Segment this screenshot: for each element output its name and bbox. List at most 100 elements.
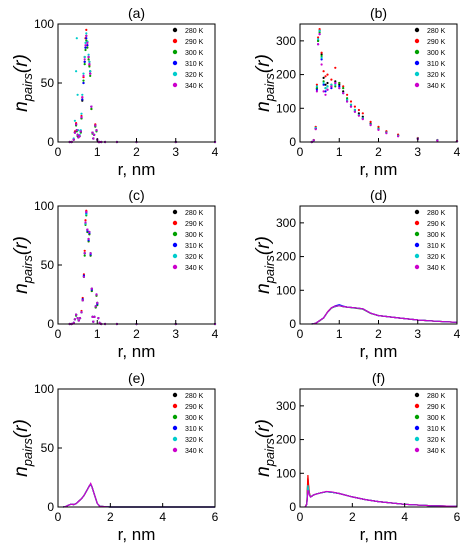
x-tick-label: 6 <box>454 510 461 524</box>
legend-marker <box>172 220 178 226</box>
y-tick-label: 50 <box>41 76 55 90</box>
data-point <box>338 87 341 90</box>
data-point <box>318 28 321 31</box>
data-point <box>94 124 97 127</box>
legend-label: 320 K <box>185 437 204 444</box>
series-line-2 <box>63 483 215 508</box>
data-point <box>82 275 85 278</box>
y-axis-label-main: n <box>253 466 274 477</box>
data-point <box>342 90 345 93</box>
series-line-0 <box>304 478 458 508</box>
data-point <box>317 36 320 39</box>
legend-label: 310 K <box>427 426 446 433</box>
y-axis-label-main: n <box>253 101 274 112</box>
data-point <box>377 125 380 128</box>
data-point <box>84 48 87 52</box>
data-point <box>334 80 337 83</box>
y-axis-label-sub: pairs <box>20 73 35 103</box>
y-axis-label-sub: pairs <box>262 438 277 468</box>
y-axis-label: npairs(r) <box>253 236 277 294</box>
panel-d: (d) 0 1 2 3 4 0 100 200 300 r, nm npairs(r) 280 K 290… <box>253 187 461 361</box>
legend-label: 320 K <box>185 254 204 261</box>
legend-label: 290 K <box>185 404 204 411</box>
legend-marker <box>414 403 420 409</box>
y-axis-label-sub: pairs <box>20 255 35 285</box>
legend-label: 300 K <box>427 415 446 422</box>
data-point <box>97 317 100 320</box>
legend-label: 300 K <box>427 50 446 57</box>
series-line-1 <box>63 482 215 508</box>
series-line-5 <box>311 305 458 325</box>
data-point <box>75 123 78 126</box>
data-point <box>88 230 91 234</box>
x-tick-label: 2 <box>375 327 382 341</box>
y-tick-label: 200 <box>276 68 296 82</box>
data-point <box>324 87 327 90</box>
legend-marker <box>414 436 420 442</box>
legend-label: 340 K <box>185 83 204 90</box>
legend: 280 K 290 K 300 K 310 K 320 K 340 K <box>172 27 204 90</box>
y-tick-label: 50 <box>41 258 55 272</box>
y-axis-label: npairs(r) <box>253 419 277 477</box>
panel-e: (e) 0 2 4 6 0 50 100 r, nm npairs(r) 280 K 290 K 300… <box>11 370 219 544</box>
legend-label: 280 K <box>427 393 446 400</box>
data-point <box>81 98 84 101</box>
series-line-4 <box>63 483 215 508</box>
legend-marker <box>414 27 420 33</box>
data-point <box>349 105 353 108</box>
data-point <box>85 37 88 40</box>
data-point <box>357 108 360 112</box>
x-tick-label: 1 <box>336 327 343 341</box>
data-point <box>88 60 91 63</box>
data-point <box>324 75 327 78</box>
data-point <box>86 44 89 47</box>
data-point <box>73 318 76 321</box>
data-point <box>315 83 318 86</box>
legend-marker <box>414 60 420 66</box>
data-point <box>320 51 323 54</box>
y-tick-label: 50 <box>41 441 55 455</box>
data-point <box>330 87 333 90</box>
legend-marker <box>172 71 178 77</box>
x-tick-label: 1 <box>94 145 101 159</box>
legend-marker <box>414 414 420 420</box>
data-point <box>73 119 76 122</box>
data-point <box>315 88 318 91</box>
legend-marker <box>172 38 178 44</box>
y-tick-label: 300 <box>276 34 296 48</box>
data-point <box>338 81 341 85</box>
legend: 280 K 290 K 300 K 310 K 320 K 340 K <box>414 392 446 455</box>
data-point <box>334 83 337 86</box>
x-tick-label: 0 <box>297 145 304 159</box>
data-point <box>76 317 79 320</box>
data-point <box>397 135 400 138</box>
data-point <box>83 249 86 252</box>
x-tick-label: 3 <box>414 145 421 159</box>
x-axis-label: r, nm <box>118 342 156 361</box>
legend-label: 290 K <box>185 221 204 228</box>
data-point <box>315 90 318 93</box>
data-point <box>75 129 78 132</box>
data-point <box>83 60 86 63</box>
panel-title: (c) <box>128 187 144 203</box>
data-point <box>81 299 84 302</box>
x-tick-label: 2 <box>133 327 140 341</box>
legend-label: 280 K <box>427 210 446 217</box>
data-point <box>326 88 329 91</box>
data-point <box>334 66 337 69</box>
series-line-0 <box>63 483 215 508</box>
data-point <box>85 34 88 37</box>
legend-label: 340 K <box>427 265 446 272</box>
y-axis-label-tail: (r) <box>253 419 274 438</box>
data-point <box>322 81 325 85</box>
y-tick-label: 100 <box>34 199 54 213</box>
x-axis-label: r, nm <box>118 525 156 544</box>
legend-label: 280 K <box>185 210 204 217</box>
data-point <box>93 133 96 136</box>
data-point <box>326 85 329 88</box>
y-tick-label: 200 <box>276 433 296 447</box>
data-point <box>326 81 329 85</box>
data-point <box>326 73 329 76</box>
data-point <box>77 129 80 132</box>
